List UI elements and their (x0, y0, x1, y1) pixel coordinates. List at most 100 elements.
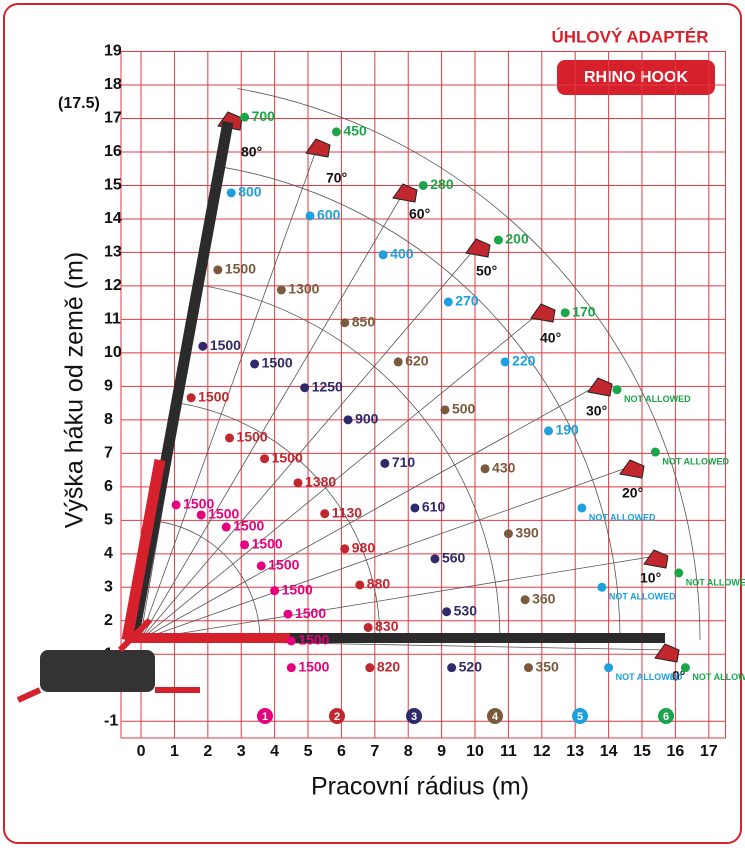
load-point (340, 544, 350, 554)
load-label: 900 (355, 411, 379, 427)
hook-head (587, 377, 613, 397)
load-label: 800 (238, 184, 262, 200)
load-label: 1500 (225, 261, 256, 277)
legend-badge (257, 708, 273, 724)
y-tick-label: 19 (104, 43, 122, 60)
load-point (198, 341, 208, 351)
load-point (500, 357, 510, 367)
reach-arc (202, 285, 501, 641)
y-tick-label: 18 (104, 76, 122, 93)
load-label: 1250 (312, 378, 343, 394)
load-point (225, 433, 235, 443)
load-label: 1500 (210, 337, 241, 353)
marks: 1150015001500150015001500150015001500215… (171, 108, 745, 724)
boom-guide (139, 309, 544, 641)
hook-head (465, 238, 491, 258)
load-label: 390 (515, 524, 539, 540)
load-point (240, 540, 250, 550)
load-label: 190 (555, 422, 579, 438)
boom-guide (139, 383, 601, 641)
load-point (260, 454, 270, 464)
load-point (393, 357, 403, 367)
load-point (355, 580, 365, 590)
y-tick-label: 8 (104, 411, 113, 428)
load-point (286, 663, 296, 673)
load-label: 1500 (282, 581, 313, 597)
x-tick-label: 13 (566, 743, 584, 760)
load-point (523, 663, 533, 673)
main-boom (127, 121, 234, 641)
legend-label: 3 (411, 711, 417, 723)
load-point (293, 478, 303, 488)
load-label: NOT ALLOWED (589, 512, 656, 522)
load-label: 400 (390, 245, 414, 261)
y-tick-label: 5 (104, 512, 113, 529)
load-label: 1130 (332, 504, 363, 520)
reach-arc (160, 521, 261, 641)
x-tick-label: 1 (170, 743, 179, 760)
load-point (283, 609, 293, 619)
x-tick-label: 6 (337, 743, 346, 760)
load-point (276, 285, 286, 295)
load-label: 1500 (183, 496, 214, 512)
y-tick-label: 17 (104, 110, 122, 127)
outrigger (16, 617, 200, 703)
load-point (430, 554, 440, 564)
load-point (480, 464, 490, 474)
load-label: 500 (452, 401, 476, 417)
legend-label: 1 (262, 711, 268, 723)
load-point (186, 393, 196, 403)
load-point (442, 607, 452, 617)
load-point (577, 503, 587, 513)
boom-angle: 70° (326, 170, 347, 186)
load-label: 1500 (298, 658, 329, 674)
load-point (331, 127, 341, 137)
x-tick-label: 9 (437, 743, 446, 760)
load-label: 530 (454, 602, 478, 618)
legend-label: 6 (663, 711, 669, 723)
boom-angle: 0° (672, 668, 685, 684)
load-point (363, 622, 373, 632)
load-label: 710 (392, 454, 416, 470)
load-point (440, 405, 450, 415)
x-tick-label: 2 (203, 743, 212, 760)
load-point (213, 265, 223, 275)
load-label: NOT ALLOWED (686, 577, 745, 587)
legend-label: 5 (577, 711, 583, 723)
load-label: 450 (343, 123, 367, 139)
load-point (680, 663, 690, 673)
load-point (443, 297, 453, 307)
load-label: 830 (375, 618, 399, 634)
load-point (320, 509, 330, 519)
load-label: 700 (252, 108, 276, 124)
y-tick-label: 12 (104, 277, 122, 294)
load-point (378, 250, 388, 260)
boom-angle: 40° (540, 330, 561, 346)
load-point (650, 447, 660, 457)
load-label: 880 (367, 576, 391, 592)
boom-angle: 30° (586, 403, 607, 419)
legend-badge (329, 708, 345, 724)
y-tick-label: 11 (104, 311, 121, 328)
load-point (343, 415, 353, 425)
y-tick-label: 14 (104, 210, 122, 227)
load-label: 350 (535, 658, 559, 674)
load-point (305, 211, 315, 221)
load-point (226, 188, 236, 198)
main-boom-base (121, 459, 166, 641)
load-point (493, 235, 503, 245)
load-label: 1500 (262, 355, 293, 371)
legend-badge (487, 708, 503, 724)
x-tick-label: 10 (466, 743, 484, 760)
crane-body (40, 650, 155, 692)
load-label: 1500 (295, 605, 326, 621)
load-label: 520 (459, 658, 483, 674)
legend-label: 4 (492, 711, 499, 723)
x-tick-label: 4 (270, 743, 279, 760)
load-point (447, 663, 457, 673)
y-tick-label: 4 (104, 545, 113, 562)
y-tick-label: 2 (104, 612, 113, 629)
x-tick-label: 14 (600, 743, 618, 760)
boom-guide (139, 244, 479, 641)
